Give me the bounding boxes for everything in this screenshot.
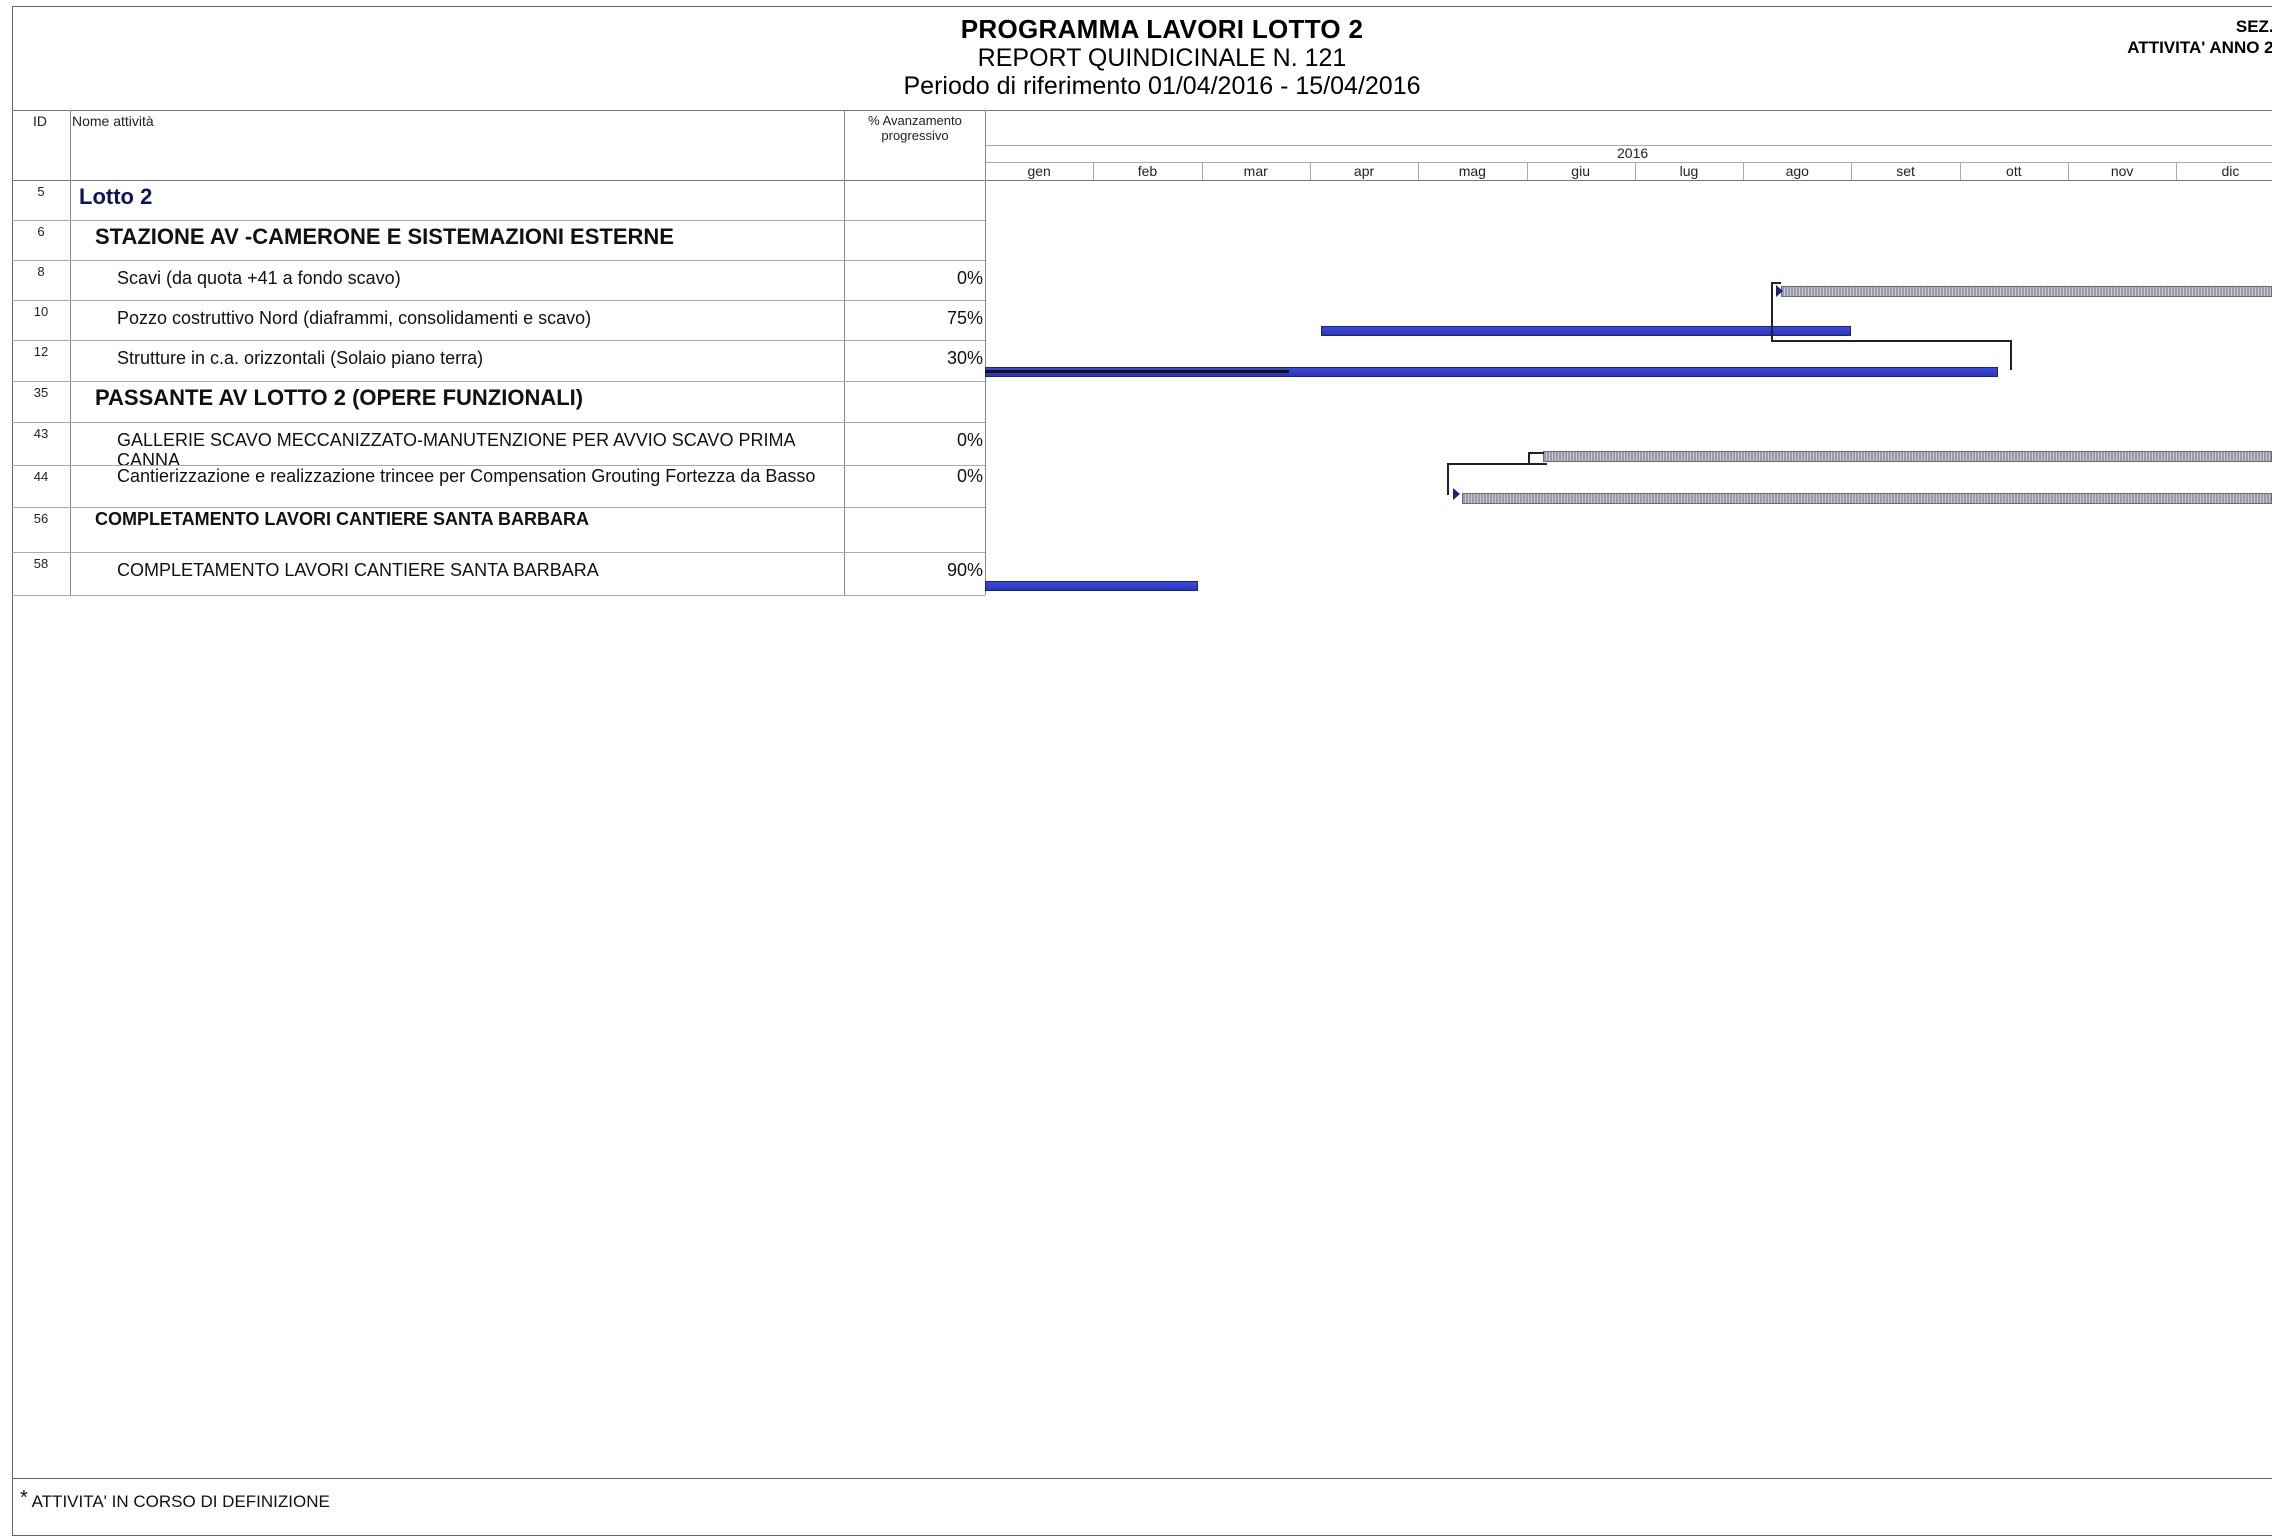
activity-year-label: ATTIVITA' ANNO 2016: [2127, 38, 2272, 57]
row-name: COMPLETAMENTO LAVORI CANTIERE SANTA BARB…: [95, 509, 589, 529]
row-separator: [12, 422, 985, 423]
report-period: Periodo di riferimento 01/04/2016 - 15/0…: [903, 72, 1421, 100]
timeline-month-mag: mag: [1458, 163, 1486, 179]
row-name: Scavi (da quota +41 a fondo scavo): [117, 268, 401, 288]
report-title: PROGRAMMA LAVORI LOTTO 2: [960, 14, 1364, 44]
row-separator: [12, 507, 985, 508]
timeline-month-dic: dic: [2221, 163, 2240, 179]
row-separator: [12, 381, 985, 382]
report-header: PROGRAMMA LAVORI LOTTO 2 REPORT QUINDICI…: [12, 6, 2272, 110]
row-separator: [12, 552, 985, 553]
month-divider: [1309, 162, 1311, 180]
timeline-month-gen: gen: [1027, 163, 1051, 179]
gantt-progress-bar: [985, 370, 1289, 373]
timeline-month-lug: lug: [1679, 163, 1699, 179]
dependency-link: [1447, 463, 1547, 465]
row-name: Pozzo costruttivo Nord (diaframmi, conso…: [117, 308, 592, 328]
month-border: [985, 162, 2272, 163]
month-divider: [1851, 162, 1853, 180]
month-divider: [1418, 162, 1420, 180]
month-divider: [1093, 162, 1095, 180]
row-id: 8: [37, 264, 45, 279]
timeline-month-ott: ott: [2006, 163, 2022, 179]
footer-star: *: [20, 1487, 28, 1509]
row-separator: [12, 465, 985, 466]
row-separator: [12, 300, 985, 301]
row-name: STAZIONE AV -CAMERONE E SISTEMAZIONI EST…: [95, 224, 674, 249]
timeline-month-nov: nov: [2110, 163, 2134, 179]
dependency-link: [1528, 452, 1544, 454]
dependency-link: [1447, 463, 1449, 495]
footer-border: [12, 1478, 2272, 1479]
footer-note-text: ATTIVITA' IN CORSO DI DEFINIZIONE: [31, 1492, 330, 1511]
dependency-arrow-icon: [1776, 285, 1783, 297]
dependency-link: [2010, 340, 2012, 370]
month-divider: [1743, 162, 1745, 180]
timeline-month-ago: ago: [1785, 163, 1809, 179]
report-subtitle: REPORT QUINDICINALE N. 121: [977, 44, 1347, 72]
row-progress: 0%: [956, 268, 983, 288]
row-id: 56: [33, 511, 49, 526]
timeline-month-giu: giu: [1571, 163, 1590, 179]
column-header-id: ID: [33, 113, 47, 129]
row-id: 5: [37, 184, 45, 199]
row-separator: [12, 220, 985, 221]
row-id: 6: [37, 224, 45, 239]
timeline-month-set: set: [1896, 163, 1915, 179]
section-info: SEZ. 3.1 ATTIVITA' ANNO 2016: [2042, 16, 2272, 58]
row-name: Lotto 2: [79, 184, 153, 209]
column-header-progress: % Avanzamento progressivo: [868, 113, 962, 143]
row-name: Cantierizzazione e realizzazione trincee…: [117, 466, 816, 486]
timeline-year: 2016: [1617, 145, 1649, 161]
section-label: SEZ. 3.1: [2235, 17, 2272, 36]
dependency-link: [1771, 282, 1781, 284]
id-column-border: [70, 110, 71, 595]
progress-column-border: [985, 110, 986, 595]
row-progress: 75%: [946, 308, 983, 328]
column-header-name: Nome attività: [72, 113, 154, 129]
month-divider: [1959, 162, 1961, 180]
row-progress: 90%: [946, 560, 983, 580]
row-progress: 0%: [956, 466, 983, 486]
month-divider: [2068, 162, 2069, 180]
month-divider: [1526, 162, 1528, 180]
timeline-month-feb: feb: [1137, 163, 1158, 179]
header-top-border: [12, 110, 2272, 111]
row-name: COMPLETAMENTO LAVORI CANTIERE SANTA BARB…: [117, 560, 599, 580]
dependency-arrow-icon: [1453, 488, 1460, 500]
name-column-border: [844, 110, 845, 595]
gantt-bar[interactable]: [985, 581, 1199, 591]
row-id: 12: [33, 344, 49, 359]
row-progress: 30%: [946, 348, 983, 368]
row-separator: [12, 260, 985, 261]
gantt-bar[interactable]: [1781, 286, 2272, 297]
header-bottom-border: [12, 180, 2272, 181]
row-id: 58: [33, 556, 49, 571]
month-divider: [1201, 162, 1203, 180]
row-name: Strutture in c.a. orizzontali (Solaio pi…: [117, 348, 484, 368]
month-divider: [1634, 162, 1636, 180]
dependency-link: [1771, 282, 1773, 342]
footer-note: * ATTIVITA' IN CORSO DI DEFINIZIONE: [20, 1487, 330, 1513]
gantt-bar[interactable]: [1542, 451, 2272, 462]
gantt-bar[interactable]: [1320, 326, 1852, 336]
gantt-bar[interactable]: [1461, 493, 2272, 504]
row-separator: [12, 595, 985, 596]
row-separator: [12, 340, 985, 341]
row-id: 43: [33, 426, 49, 441]
row-name: PASSANTE AV LOTTO 2 (OPERE FUNZIONALI): [95, 385, 584, 410]
year-border: [985, 145, 2272, 146]
row-id: 10: [33, 304, 49, 319]
dependency-link: [1771, 340, 2011, 342]
timeline-month-apr: apr: [1353, 163, 1375, 179]
row-name: GALLERIE SCAVO MECCANIZZATO-MANUTENZIONE…: [117, 430, 795, 470]
month-divider: [2176, 162, 2178, 180]
timeline-month-mar: mar: [1243, 163, 1268, 179]
row-id: 44: [33, 469, 49, 484]
row-progress: 0%: [956, 430, 983, 450]
row-id: 35: [33, 385, 49, 400]
